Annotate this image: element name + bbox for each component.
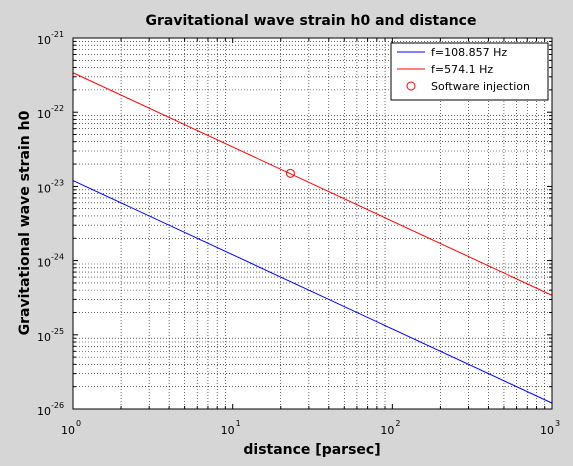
- y-tick-base: 10: [37, 331, 51, 344]
- y-tick-base: 10: [37, 257, 51, 270]
- data-series: [72, 72, 553, 404]
- x-tick-base: 10: [221, 424, 235, 437]
- legend-entry: f=108.857 Hz: [397, 46, 507, 59]
- legend-label: f=108.857 Hz: [431, 46, 507, 59]
- y-tick-exponent: -26: [51, 401, 64, 410]
- x-tick-label: 102: [380, 419, 400, 437]
- y-tick-label: 10 -25: [37, 327, 64, 344]
- y-tick-exponent: -25: [51, 327, 64, 336]
- legend-marker-swatch: [406, 81, 416, 91]
- y-tick-label: 10 -24: [37, 253, 64, 270]
- x-tick-label: 100: [61, 419, 81, 437]
- legend: f=108.857 Hz f=574.1 Hz Software injection: [390, 42, 549, 101]
- legend-label: Software injection: [431, 80, 530, 93]
- x-tick-label: 103: [540, 419, 560, 437]
- x-tick-exponent: 2: [395, 419, 400, 428]
- legend-entry: Software injection: [406, 80, 530, 93]
- x-tick-base: 10: [380, 424, 394, 437]
- series-line-1: [72, 180, 553, 404]
- x-tick-exponent: 1: [236, 419, 241, 428]
- y-tick-label: 10 -26: [37, 401, 64, 418]
- y-tick-exponent: -22: [51, 104, 64, 113]
- x-tick-exponent: 0: [76, 419, 81, 428]
- y-tick-exponent: -21: [51, 30, 64, 39]
- legend-label: f=574.1 Hz: [431, 63, 493, 76]
- y-tick-base: 10: [37, 405, 51, 418]
- x-tick-label: 101: [221, 419, 241, 437]
- x-axis-label: distance [parsec]: [243, 442, 380, 458]
- y-tick-exponent: -23: [51, 178, 64, 187]
- y-tick-exponent: -24: [51, 253, 64, 262]
- y-tick-label: 10 -22: [37, 104, 64, 121]
- y-tick-base: 10: [37, 34, 51, 47]
- series-line-2: [72, 72, 553, 296]
- chart-title: Gravitational wave strain h0 and distanc…: [146, 13, 477, 29]
- y-axis-label: Gravitational wave strain h0: [17, 110, 33, 335]
- x-tick-exponent: 3: [555, 419, 560, 428]
- y-tick-base: 10: [37, 108, 51, 121]
- x-tick-base: 10: [540, 424, 554, 437]
- x-tick-base: 10: [61, 424, 75, 437]
- y-tick-label: 10 -23: [37, 178, 64, 195]
- y-tick-base: 10: [37, 182, 51, 195]
- legend-entry: f=574.1 Hz: [397, 63, 493, 76]
- plot-frame: [72, 37, 553, 410]
- y-tick-label: 10 -21: [37, 30, 64, 47]
- injection-marker: [285, 168, 295, 178]
